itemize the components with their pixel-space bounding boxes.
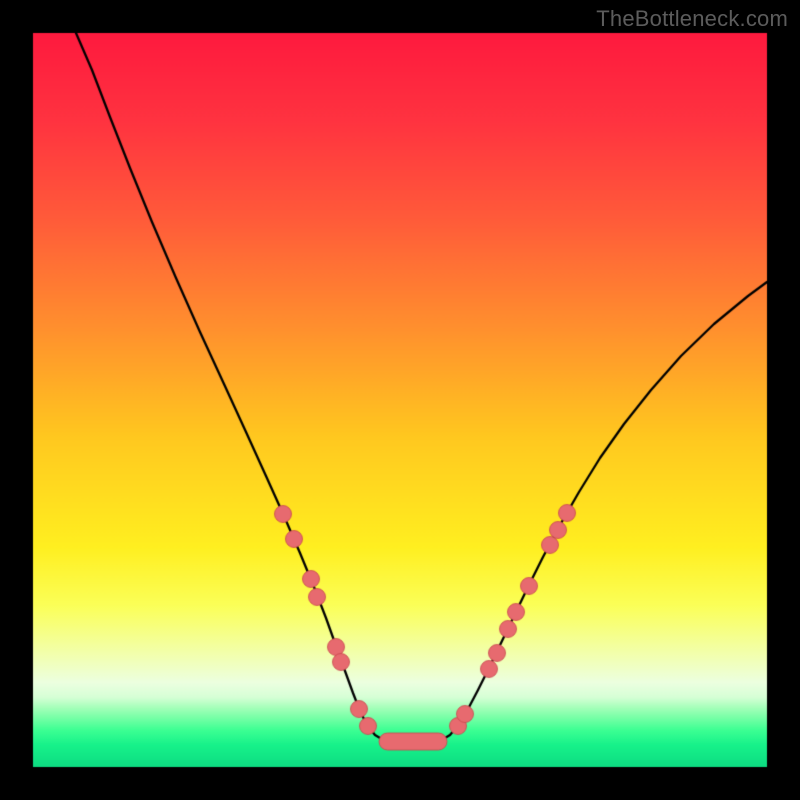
chart-root: TheBottleneck.com (0, 0, 800, 800)
bottleneck-chart-canvas (0, 0, 800, 800)
